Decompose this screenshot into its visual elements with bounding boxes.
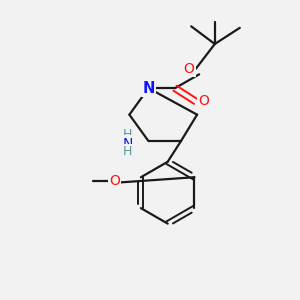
- Text: N: N: [123, 136, 133, 151]
- Text: O: O: [109, 174, 120, 188]
- Text: H: H: [123, 128, 133, 141]
- Text: H: H: [123, 145, 133, 158]
- Text: N: N: [142, 81, 155, 96]
- Text: O: O: [184, 62, 195, 76]
- Text: O: O: [198, 94, 209, 108]
